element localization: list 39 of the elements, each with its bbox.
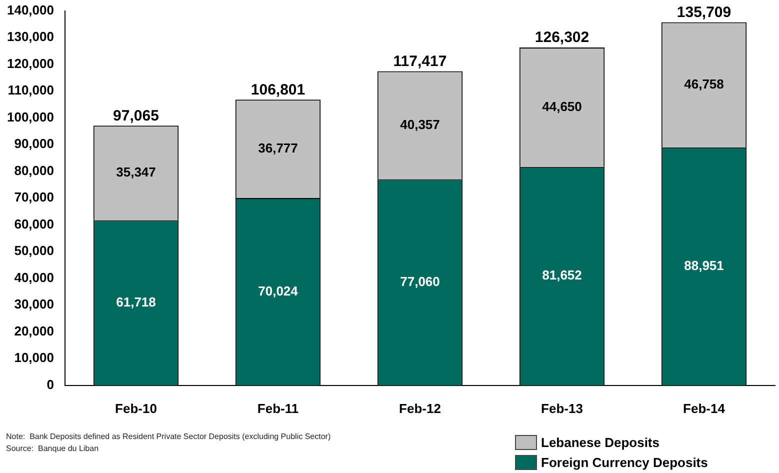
x-tick-label: Feb-10 [115,400,157,416]
y-tick-label: 30,000 [14,296,54,312]
data-label: 44,650 [542,98,582,114]
x-tick-label: Feb-11 [257,400,299,416]
y-tick-label: 0 [46,376,54,392]
y-tick-label: 10,000 [14,350,54,366]
legend-label: Lebanese Deposits [541,434,660,450]
total-label: 97,065 [113,107,159,124]
total-label: 106,801 [250,81,306,98]
total-label: 135,709 [676,4,732,21]
text: Note: Bank Deposits defined as Resident Private Sector Deposits (excluding Public Sector) [6,432,331,441]
y-tick-label: 50,000 [14,243,54,258]
source-note: Source: Banque du Liban [6,444,100,453]
data-label: 35,347 [116,164,156,180]
data-label: 81,652 [542,268,582,283]
legend-label: Foreign Currency Deposits [541,454,708,470]
data-label: 40,357 [400,116,440,132]
y-tick-label: 90,000 [14,136,54,152]
x-tick-label: Feb-14 [683,400,726,416]
data-label: 70,024 [258,283,299,298]
data-label: 61,718 [116,294,156,310]
x-tick-label: Feb-13 [541,400,583,416]
x-tick-label: Feb-12 [399,400,441,416]
y-tick-label: 70,000 [14,190,54,205]
y-tick-label: 40,000 [14,270,54,285]
y-tick-label: 80,000 [14,162,54,178]
y-tick-label: 140,000 [6,2,54,18]
y-tick-label: 60,000 [14,216,54,232]
total-label: 117,417 [393,52,447,70]
total-label: 126,302 [534,29,590,46]
y-tick-label: 20,000 [14,323,54,338]
y-tick-label: 110,000 [8,82,54,98]
data-label: 88,951 [684,258,724,273]
y-tick-label: 120,000 [6,56,54,71]
data-label: 77,060 [400,274,440,289]
data-label: 36,777 [258,140,298,156]
data-label: 46,758 [684,76,724,92]
y-tick-label: 100,000 [6,109,54,124]
y-tick-label: 130,000 [6,29,54,44]
